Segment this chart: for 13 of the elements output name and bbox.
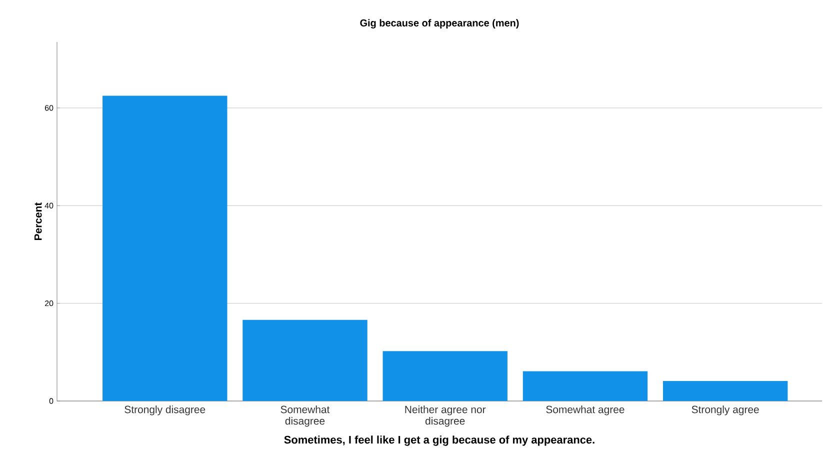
x-axis-title: Sometimes, I feel like I get a gig because of my appearance. (284, 436, 594, 446)
bar (662, 380, 788, 401)
x-tick-label: Strongly disagree (124, 406, 206, 416)
bar (102, 96, 228, 401)
x-tick-label: Somewhat agree (546, 406, 624, 416)
bar (382, 351, 508, 401)
bar (522, 371, 648, 401)
chart-title: Gig because of appearance (men) (360, 19, 519, 28)
x-tick-label: Neither agree nor disagree (405, 406, 486, 427)
bar (242, 320, 368, 401)
x-tick-label: Strongly agree (692, 406, 759, 416)
y-axis-title: Percent (34, 202, 42, 240)
x-tick-label: Somewhat disagree (280, 406, 330, 427)
